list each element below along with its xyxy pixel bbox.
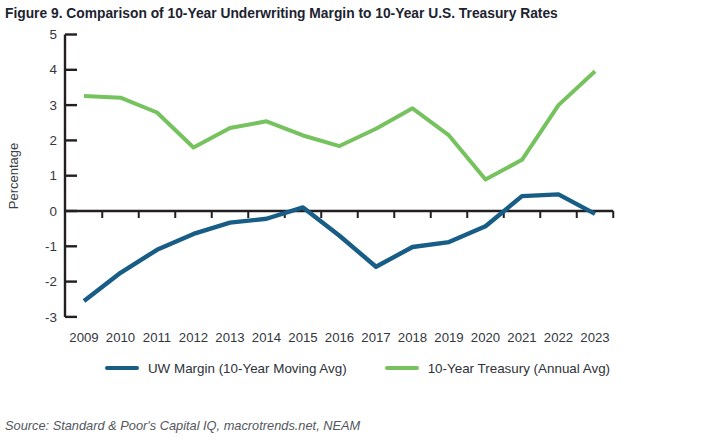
x-tick-label: 2019 [434,330,463,345]
x-tick-label: 2018 [398,330,427,345]
chart-legend: UW Margin (10-Year Moving Avg) 10-Year T… [0,358,715,378]
x-tick-label: 2017 [361,330,390,345]
x-tick-label: 2012 [179,330,208,345]
source-note: Source: Standard & Poor's Capital IQ, ma… [5,418,705,433]
legend-item-uw-margin: UW Margin (10-Year Moving Avg) [105,361,347,376]
uw-margin-line-swatch [105,366,139,371]
x-tick-label: 2015 [288,330,317,345]
x-tick-label: 2021 [507,330,536,345]
y-tick-label: -1 [45,239,57,254]
figure-container: Figure 9. Comparison of 10-Year Underwri… [0,0,715,440]
treasury-line-swatch [385,366,419,371]
y-tick-label: -3 [45,310,57,325]
x-tick-label: 2013 [215,330,244,345]
x-tick-label: 2009 [69,330,98,345]
x-tick-label: 2010 [106,330,135,345]
x-tick-label: 2023 [580,330,609,345]
x-tick-label: 2022 [544,330,573,345]
y-tick-label: 5 [50,27,57,42]
x-tick-label: 2020 [471,330,500,345]
y-tick-label: 0 [50,204,57,219]
treasury-line [84,71,595,179]
y-axis-title: Percentage [6,26,22,326]
y-tick-label: -2 [45,274,57,289]
legend-item-treasury: 10-Year Treasury (Annual Avg) [385,361,610,376]
x-tick-label: 2014 [252,330,281,345]
legend-label-treasury: 10-Year Treasury (Annual Avg) [428,361,610,376]
y-tick-label: 3 [50,98,57,113]
y-tick-label: 4 [50,62,58,77]
y-tick-label: 1 [50,168,57,183]
x-tick-label: 2016 [325,330,354,345]
x-tick-label: 2011 [143,330,171,345]
y-tick-label: 2 [50,133,57,148]
legend-label-uw-margin: UW Margin (10-Year Moving Avg) [148,361,347,376]
